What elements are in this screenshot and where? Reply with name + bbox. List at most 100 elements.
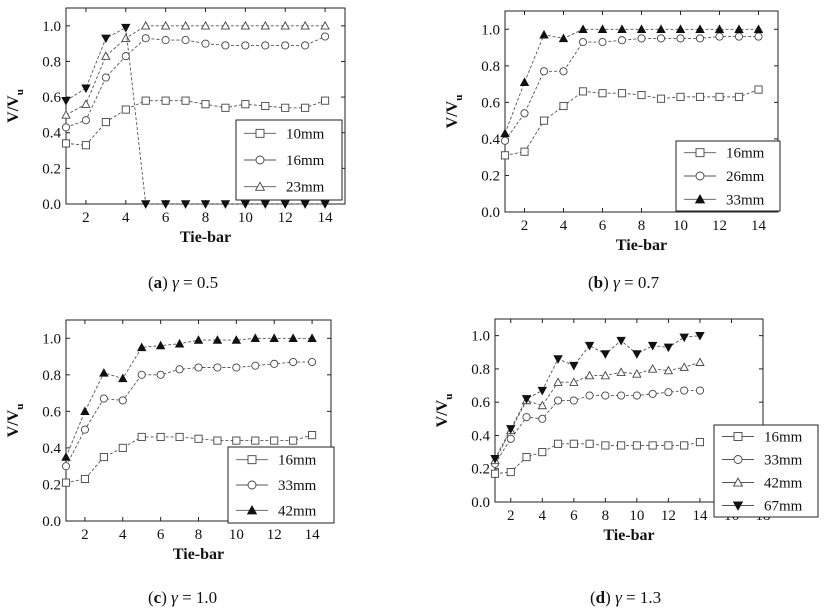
x-tick-label: 8: [602, 508, 610, 524]
x-tick-label: 12: [661, 508, 676, 524]
y-tick-label: 0.6: [471, 395, 490, 411]
legend-item: 33mm: [684, 192, 765, 208]
data-point: [261, 101, 270, 111]
data-point: [506, 425, 516, 434]
x-tick-label: 10: [673, 218, 688, 234]
data-point: [680, 386, 689, 395]
data-point: [490, 469, 500, 478]
data-point: [270, 436, 279, 445]
y-axis-label: V/Vu: [5, 404, 26, 438]
data-point: [308, 431, 317, 440]
chart-d: 246810121416180.00.20.40.60.81.0Tie-barV…: [434, 318, 819, 544]
data-point: [289, 436, 298, 445]
data-point: [539, 116, 549, 125]
legend-marker: [694, 193, 706, 204]
series-line: [65, 36, 326, 128]
caption-a-symbol: γ: [172, 273, 179, 292]
legend: 16mm 33mm 42mm: [227, 446, 335, 524]
data-point: [753, 24, 764, 33]
legend-item: 26mm: [684, 169, 765, 185]
data-point: [663, 343, 674, 353]
data-point: [601, 391, 610, 400]
y-axis-label: V/Vu: [444, 95, 465, 129]
series-16mm: [490, 438, 704, 478]
data-point: [578, 87, 588, 96]
legend-label: 16mm: [286, 153, 325, 169]
y-axis-label-subscript: u: [14, 89, 26, 95]
x-tick-label: 14: [305, 527, 321, 543]
data-point: [320, 200, 330, 209]
data-point: [569, 439, 578, 448]
series-unlabeled: [61, 23, 330, 209]
caption-d: (d) γ = 1.3: [590, 588, 662, 607]
data-point: [280, 20, 290, 30]
data-point: [280, 200, 290, 209]
data-point: [212, 335, 223, 344]
data-point: [270, 359, 279, 368]
legend-label: 33mm: [726, 192, 765, 208]
data-point: [101, 73, 110, 82]
legend-label: 16mm: [726, 146, 765, 162]
data-point: [734, 32, 744, 41]
data-point: [676, 34, 685, 43]
legend-item: 23mm: [244, 180, 325, 196]
x-tick-label: 4: [560, 218, 568, 234]
data-point: [231, 335, 242, 344]
x-tick-label: 8: [202, 210, 210, 226]
legend-item: 33mm: [236, 478, 317, 494]
data-point: [175, 365, 184, 374]
data-point: [288, 333, 298, 342]
data-point: [754, 85, 763, 94]
y-tick-label: 0.6: [42, 404, 61, 420]
data-point: [617, 441, 626, 450]
data-point: [600, 350, 611, 359]
x-tick-label: 2: [81, 527, 89, 543]
data-point: [260, 200, 271, 209]
data-point: [676, 92, 685, 101]
x-axis-label: Tie-bar: [180, 229, 231, 246]
caption-b-letter: b: [593, 273, 604, 292]
y-tick-label: 0.2: [471, 462, 490, 478]
data-point: [663, 365, 674, 375]
data-point: [637, 91, 646, 100]
data-point: [193, 335, 204, 344]
legend-label: 10mm: [286, 126, 325, 142]
data-point: [241, 100, 250, 109]
data-point: [554, 396, 563, 405]
chart-c: 2 4 6 8 10 12 14 0.0 0.2 0.4 0.6 0.8 1.0 Tie-bar V/Vu 1…: [5, 319, 335, 563]
y-tick-label: 0.6: [481, 95, 500, 111]
x-tick-label: 4: [539, 508, 547, 524]
data-point: [101, 34, 111, 44]
data-point: [141, 96, 150, 105]
legend-label: 33mm: [278, 478, 317, 494]
data-point: [500, 128, 510, 138]
y-tick-label: 0.8: [481, 59, 500, 75]
data-point: [118, 443, 127, 452]
y-tick-label: 0.4: [42, 441, 61, 457]
data-point: [194, 363, 203, 372]
x-tick-label: 8: [638, 218, 646, 234]
y-tick-label: 0.6: [42, 90, 61, 106]
y-tick-label: 0.2: [42, 477, 61, 493]
x-tick-label: 6: [157, 527, 165, 543]
caption-c: (c) γ = 1.0: [148, 588, 218, 607]
x-axis-label: Tie-bar: [173, 546, 224, 563]
legend-marker: [733, 432, 743, 441]
data-point: [520, 109, 529, 118]
data-point: [695, 92, 705, 101]
data-point: [220, 200, 231, 209]
caption-b-symbol: γ: [613, 273, 620, 292]
data-point: [61, 123, 71, 132]
data-point: [81, 99, 91, 108]
data-point: [61, 139, 71, 148]
y-axis-label: V/Vu: [434, 394, 455, 428]
x-tick-label: 2: [521, 218, 529, 234]
data-point: [664, 441, 673, 450]
data-point: [695, 331, 705, 341]
data-point: [632, 369, 642, 378]
x-tick-label: 2: [82, 210, 90, 226]
data-point: [181, 36, 190, 45]
data-point: [156, 370, 165, 379]
data-point: [81, 141, 90, 150]
